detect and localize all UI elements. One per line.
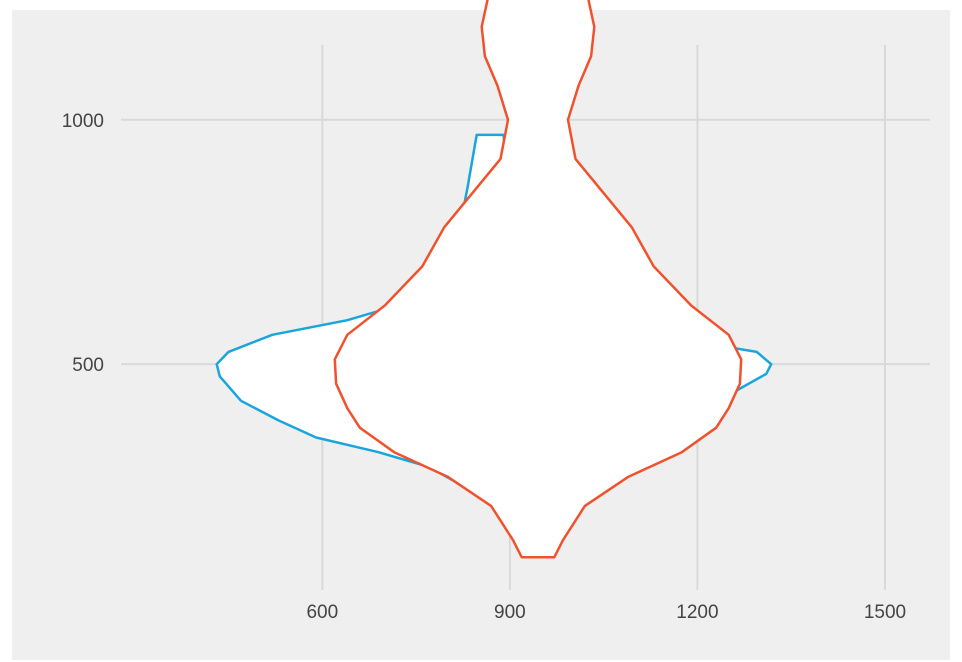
violin-series-2 xyxy=(333,0,743,559)
y-tick-label: 1000 xyxy=(62,111,104,132)
x-axis-tick-labels: 600 900 1200 1500 xyxy=(306,602,906,623)
y-tick-label: 500 xyxy=(72,355,104,376)
x-tick-label: 900 xyxy=(494,602,526,623)
x-tick-label: 1200 xyxy=(676,602,718,623)
x-tick-label: 600 xyxy=(306,602,338,623)
y-axis-tick-labels: 500 1000 xyxy=(62,111,104,376)
x-tick-label: 1500 xyxy=(864,602,906,623)
violin-shapes xyxy=(215,0,773,559)
